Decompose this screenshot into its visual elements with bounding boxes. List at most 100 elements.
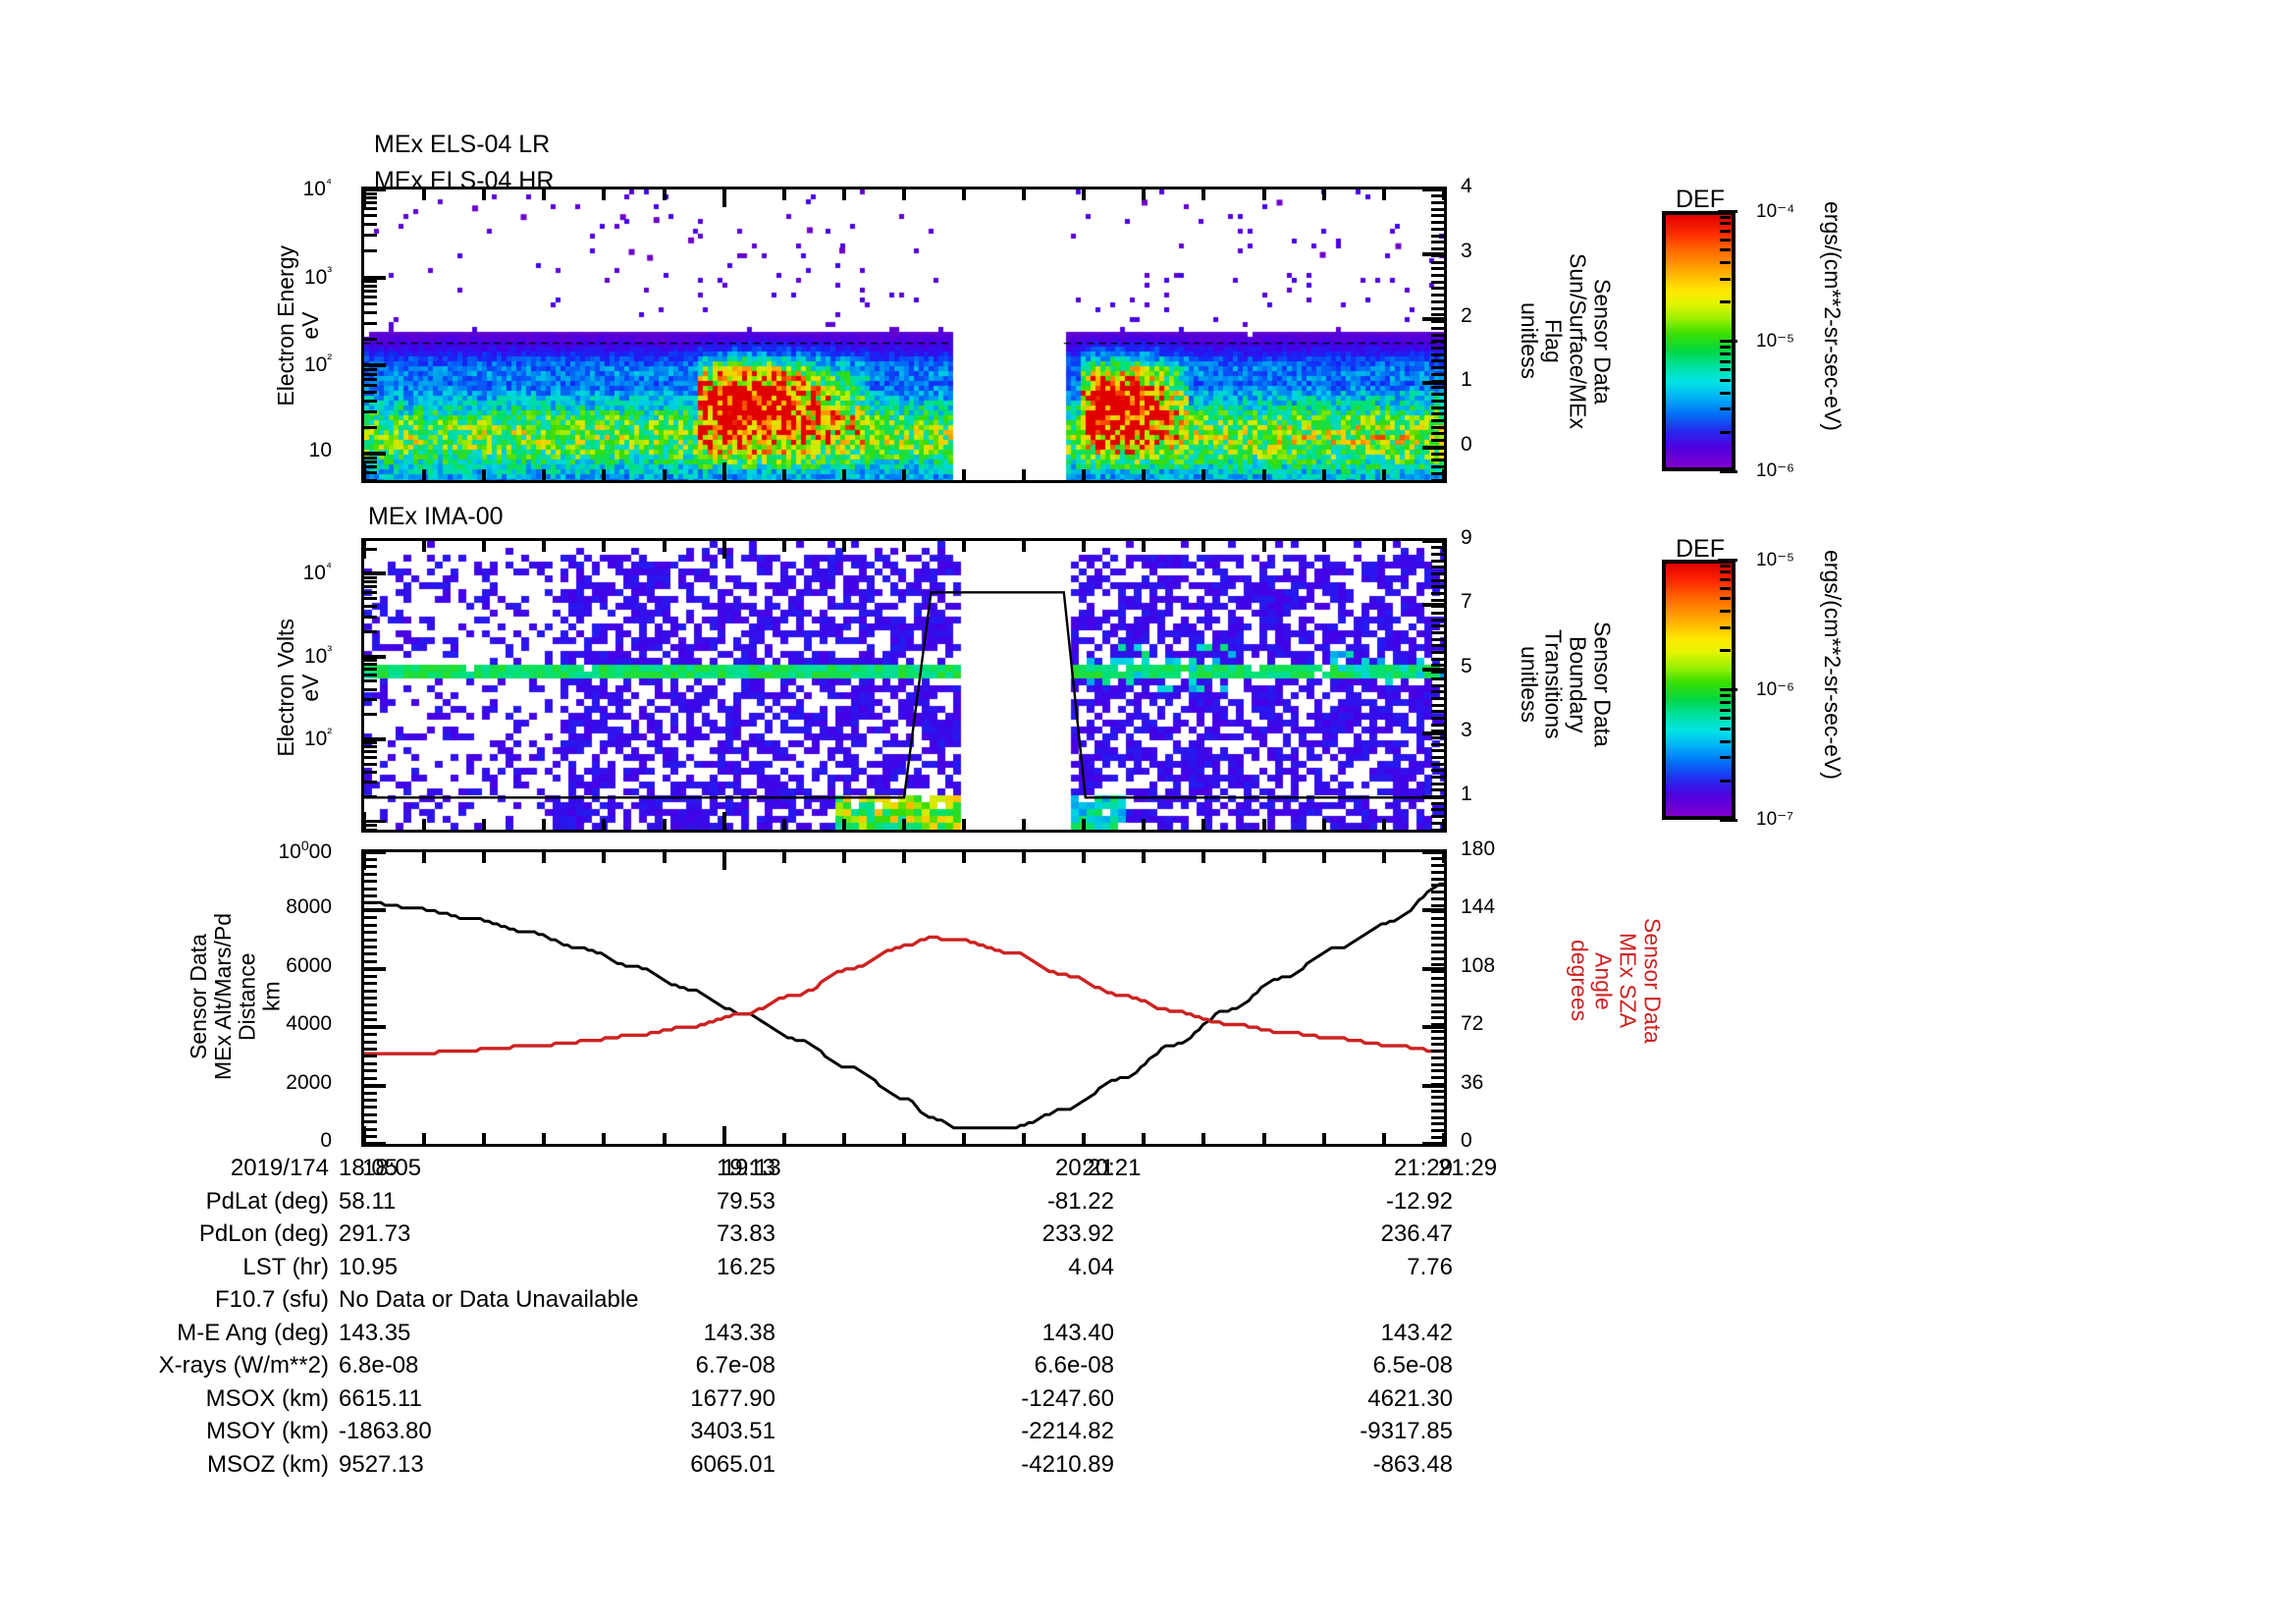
tick-mark bbox=[901, 189, 906, 200]
tick-mark bbox=[1431, 1135, 1444, 1139]
tick-mark bbox=[364, 916, 377, 920]
sza-right-axis-line1: Sensor Data bbox=[1639, 918, 1666, 1044]
tick-mark bbox=[1720, 378, 1731, 382]
tick-mark bbox=[1261, 469, 1266, 480]
tick-mark bbox=[1431, 214, 1444, 218]
tick-mark bbox=[1431, 352, 1444, 356]
tick-mark bbox=[1431, 227, 1444, 231]
info-row-value: 16.25 bbox=[716, 1253, 775, 1280]
tick-mark bbox=[364, 663, 377, 667]
tick-mark bbox=[1431, 280, 1444, 284]
tick-mark bbox=[1381, 469, 1386, 480]
tick-mark bbox=[1720, 346, 1731, 350]
tick-mark bbox=[1142, 852, 1147, 863]
tick-mark bbox=[1431, 624, 1444, 628]
cbar-ima-top-label: 10⁻⁵ bbox=[1756, 550, 1795, 570]
tick-mark bbox=[1718, 559, 1737, 562]
tick-mark bbox=[1431, 1115, 1444, 1119]
tick-mark bbox=[1431, 884, 1444, 888]
tick-mark bbox=[364, 383, 377, 387]
tick-mark bbox=[1720, 368, 1731, 372]
tick-mark bbox=[1431, 346, 1444, 350]
tick-mark bbox=[1431, 896, 1444, 900]
els-right-axis-line1: Sensor Data bbox=[1589, 278, 1616, 405]
tick-mark bbox=[364, 1033, 377, 1037]
tick-mark bbox=[1431, 234, 1444, 238]
tick-mark bbox=[1431, 294, 1444, 298]
tick-mark bbox=[1022, 189, 1027, 200]
tick-mark bbox=[1720, 818, 1737, 822]
els-right-axis-label: Sensor Data Sun/Surface/MEx Flag unitles… bbox=[1517, 253, 1616, 429]
info-row-label: MSOX (km) bbox=[205, 1384, 329, 1412]
tick-mark bbox=[364, 280, 377, 284]
tick-mark bbox=[962, 819, 967, 830]
tick-mark bbox=[1720, 708, 1731, 712]
tick-mark bbox=[364, 982, 377, 986]
cbar-els-title: DEF bbox=[1676, 186, 1725, 213]
right-tick-label: 72 bbox=[1461, 1012, 1484, 1036]
tick-mark bbox=[364, 465, 377, 469]
tick-mark bbox=[364, 946, 377, 949]
tick-mark bbox=[1201, 819, 1206, 830]
tick-mark bbox=[422, 469, 427, 480]
tick-mark bbox=[422, 819, 427, 830]
info-row-value: 3403.51 bbox=[690, 1418, 775, 1444]
tick-mark bbox=[1431, 857, 1444, 861]
tick-mark bbox=[1720, 222, 1731, 226]
tick-mark bbox=[1431, 399, 1444, 403]
tick-mark bbox=[841, 469, 846, 480]
info-row-value: 21:29 bbox=[1393, 1155, 1453, 1181]
tick-mark bbox=[364, 673, 377, 676]
tick-mark bbox=[1720, 430, 1731, 434]
tick-mark bbox=[364, 658, 377, 662]
tick-mark bbox=[1422, 316, 1444, 321]
tick-mark bbox=[364, 820, 386, 824]
tick-mark bbox=[364, 1098, 377, 1102]
tick-mark bbox=[962, 852, 967, 863]
tick-mark bbox=[1720, 700, 1731, 704]
tick-mark bbox=[841, 852, 846, 863]
tick-mark bbox=[364, 668, 377, 672]
tick-mark bbox=[1431, 559, 1444, 563]
tick-mark bbox=[841, 541, 846, 552]
info-row-label: F10.7 (sfu) bbox=[214, 1286, 329, 1313]
info-row-value: 6.5e-08 bbox=[1372, 1352, 1453, 1379]
tick-mark bbox=[1142, 819, 1147, 830]
left-tick-label: 10 bbox=[308, 439, 332, 461]
info-row-value: -9317.85 bbox=[1360, 1418, 1453, 1444]
tick-mark bbox=[781, 1133, 786, 1144]
info-row-value: 236.47 bbox=[1380, 1220, 1453, 1247]
tick-mark bbox=[1431, 930, 1444, 934]
tick-mark bbox=[1431, 459, 1444, 462]
info-row-value: 7.76 bbox=[1407, 1253, 1453, 1280]
tick-mark bbox=[1431, 406, 1444, 409]
tick-mark bbox=[901, 469, 906, 480]
tick-mark bbox=[662, 852, 667, 863]
tick-mark bbox=[1431, 788, 1444, 792]
tick-mark bbox=[1720, 359, 1731, 363]
tick-mark bbox=[1431, 762, 1444, 766]
tick-mark bbox=[364, 1025, 377, 1029]
tick-mark bbox=[1431, 703, 1444, 707]
tick-mark bbox=[1720, 215, 1731, 219]
tick-mark bbox=[1720, 578, 1731, 582]
altitude-sza-panel bbox=[361, 849, 1447, 1147]
tick-mark bbox=[1431, 917, 1444, 920]
tick-mark bbox=[1431, 200, 1444, 204]
x-tick-label: 19:13 bbox=[721, 1155, 781, 1181]
tick-mark bbox=[1431, 320, 1444, 324]
tick-mark bbox=[1720, 340, 1737, 343]
tick-mark bbox=[422, 1133, 427, 1144]
tick-mark bbox=[1431, 612, 1444, 615]
tick-mark bbox=[1422, 731, 1444, 735]
tick-mark bbox=[364, 207, 377, 211]
right-tick-label: 2 bbox=[1461, 303, 1472, 327]
info-row-label: MSOZ (km) bbox=[207, 1450, 329, 1478]
info-row-value: 4621.30 bbox=[1367, 1384, 1453, 1412]
tick-mark bbox=[1422, 667, 1444, 672]
tick-mark bbox=[364, 1069, 377, 1073]
tick-mark bbox=[1261, 852, 1266, 863]
tick-mark bbox=[1431, 1142, 1444, 1146]
left-tick-label: 10³ bbox=[303, 262, 332, 289]
tick-mark bbox=[1441, 1133, 1446, 1144]
